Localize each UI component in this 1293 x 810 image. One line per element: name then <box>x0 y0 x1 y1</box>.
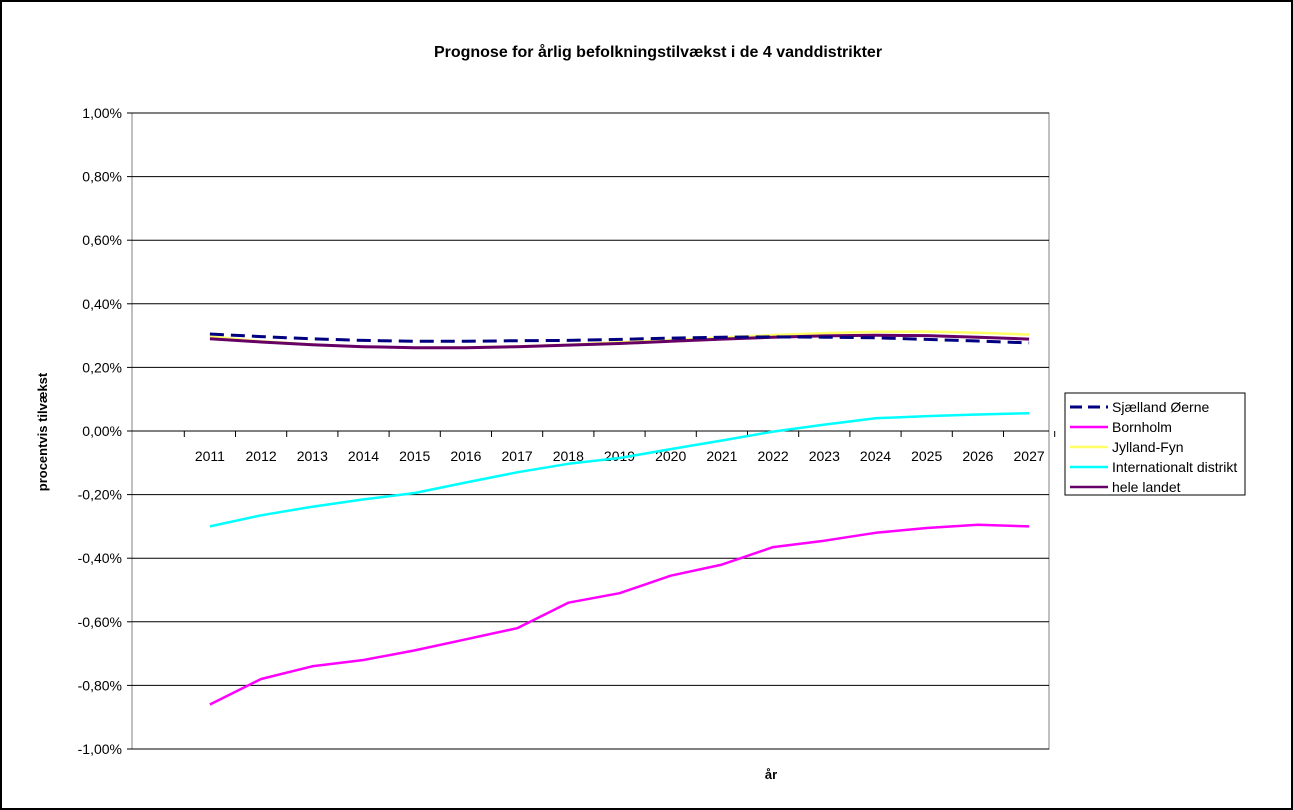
x-tick-label: 2027 <box>1014 448 1045 464</box>
series-lines <box>209 330 1030 706</box>
y-axis-ticks: 1,00% 0,80% 0,60% 0,40% 0,20% 0,00% -0,20% -0,4… <box>78 105 132 757</box>
y-tick-label: -0,60% <box>78 614 122 630</box>
x-tick-label: 2016 <box>450 448 481 464</box>
y-tick-label: 0,20% <box>82 359 122 375</box>
x-tick-label: 2014 <box>348 448 379 464</box>
x-axis <box>132 430 1056 437</box>
x-axis-tick-labels: 2011 2012 2013 2014 2015 2016 2017 2018 2019 2020… <box>195 448 1045 464</box>
x-tick-label: 2015 <box>399 448 430 464</box>
y-tick-label: 0,80% <box>82 169 122 185</box>
series-line-4 <box>209 333 1030 350</box>
series-line-3 <box>209 411 1030 528</box>
legend: Sjælland Øerne Bornholm Jylland-Fyn Interna… <box>1064 392 1246 496</box>
x-tick-label: 2024 <box>860 448 891 464</box>
series-line-1 <box>209 523 1030 706</box>
x-tick-label: 2013 <box>297 448 328 464</box>
x-tick-label: 2011 <box>195 448 225 464</box>
x-tick-label: 2017 <box>502 448 533 464</box>
y-tick-label: 0,60% <box>82 232 122 248</box>
y-tick-label: -0,20% <box>78 487 122 503</box>
y-tick-label: 1,00% <box>82 105 122 121</box>
x-tick-label: 2012 <box>246 448 277 464</box>
y-tick-label: -1,00% <box>78 741 122 757</box>
y-tick-label: -0,80% <box>78 677 122 693</box>
y-axis-title: procentvis tilvækst <box>35 372 50 491</box>
x-tick-label: 2018 <box>553 448 584 464</box>
x-tick-label: 2023 <box>809 448 840 464</box>
legend-label-3: Internationalt distrikt <box>1112 459 1237 475</box>
legend-label-2: Jylland-Fyn <box>1112 439 1184 455</box>
legend-label-1: Bornholm <box>1112 419 1172 435</box>
legend-label-0: Sjælland Øerne <box>1112 399 1209 415</box>
x-axis-title: år <box>765 767 777 782</box>
x-tick-label: 2025 <box>911 448 942 464</box>
legend-label-4: hele landet <box>1112 479 1181 495</box>
y-tick-label: -0,40% <box>78 550 122 566</box>
series-line-0 <box>209 332 1030 345</box>
x-tick-label: 2021 <box>706 448 737 464</box>
x-tick-label: 2020 <box>655 448 686 464</box>
x-tick-label: 2022 <box>758 448 789 464</box>
y-tick-label: 0,00% <box>82 423 122 439</box>
legend-box <box>1064 392 1246 496</box>
y-tick-label: 0,40% <box>82 296 122 312</box>
chart-title: Prognose for årlig befolkningstilvækst i… <box>434 43 882 61</box>
x-tick-label: 2026 <box>962 448 993 464</box>
